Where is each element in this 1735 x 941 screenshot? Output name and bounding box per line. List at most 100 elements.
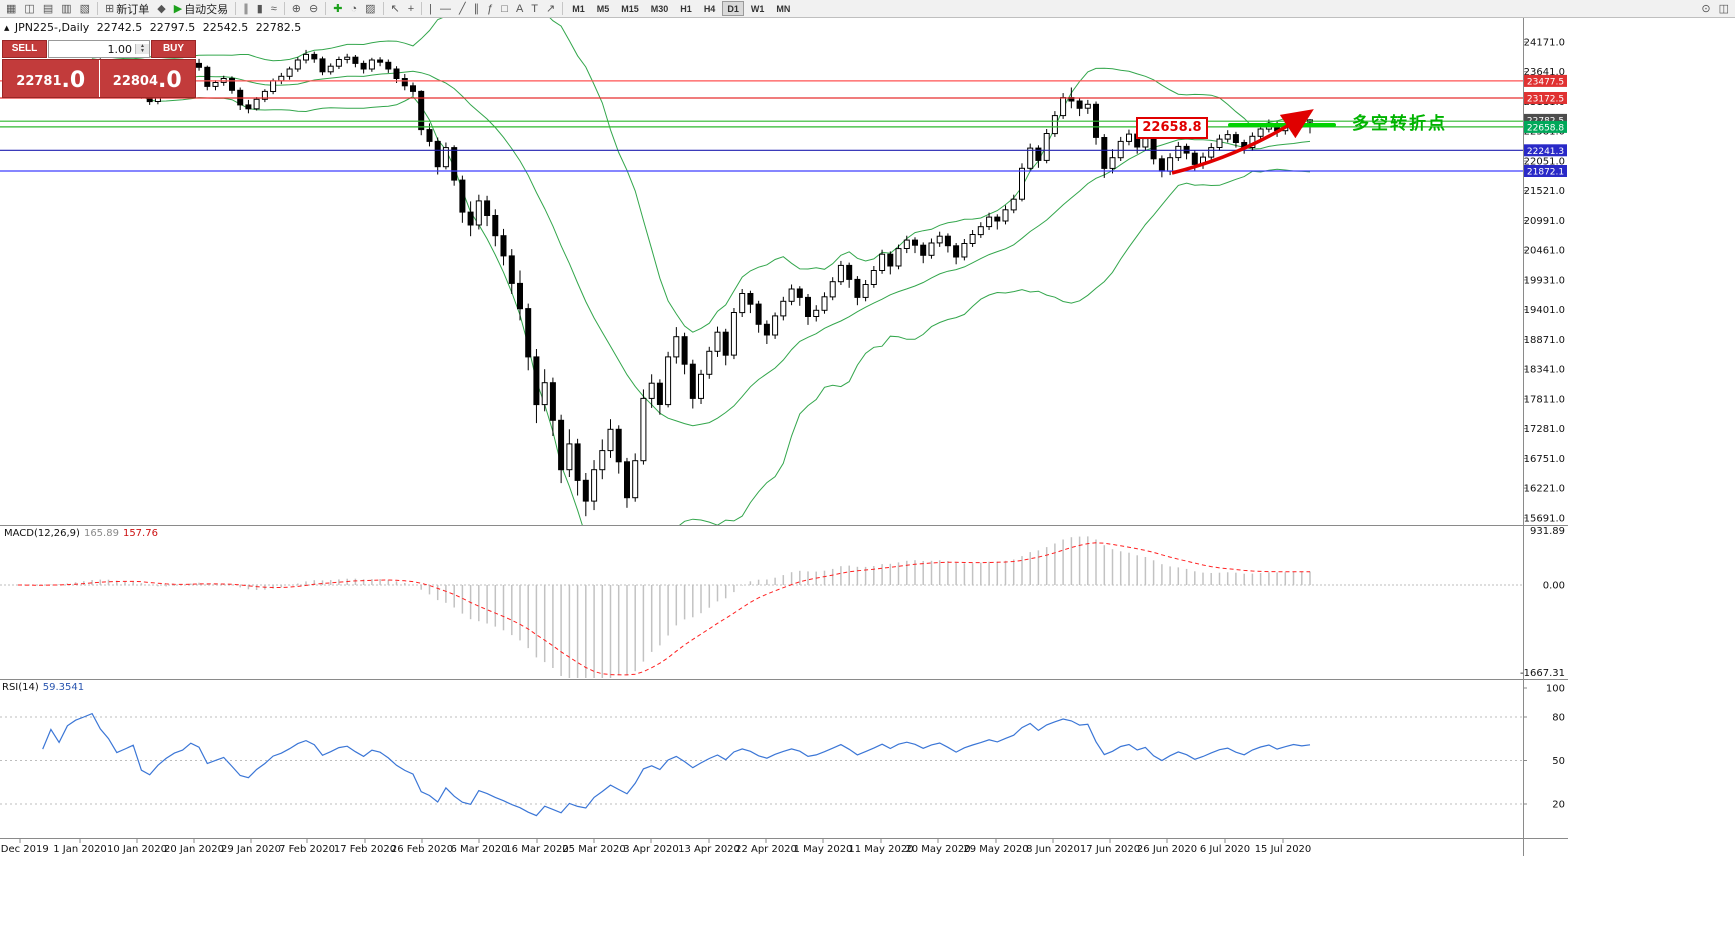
svg-text:21521.0: 21521.0 bbox=[1524, 186, 1565, 197]
svg-text:23477.5: 23477.5 bbox=[1527, 77, 1564, 87]
lot-size-field[interactable]: 1.00 ▲ ▼ bbox=[48, 40, 150, 58]
buy-button[interactable]: BUY bbox=[151, 40, 196, 58]
svg-text:15 Jul 2020: 15 Jul 2020 bbox=[1255, 844, 1312, 855]
timeframe-d1[interactable]: D1 bbox=[722, 1, 744, 16]
price-divider bbox=[98, 60, 100, 97]
zoom-out-button[interactable]: ⊖ bbox=[305, 1, 322, 17]
macd-label: MACD(12,26,9) 165.89 157.76 bbox=[4, 528, 158, 539]
line-chart-button[interactable]: ≈ bbox=[267, 1, 281, 17]
one-click-trading-panel: SELL 1.00 ▲ ▼ BUY 22781.0 22804.0 bbox=[2, 40, 196, 98]
label-tool-button[interactable]: T bbox=[527, 1, 542, 17]
trendline-tool-button[interactable]: ╱ bbox=[455, 1, 470, 17]
fibonacci-tool-button[interactable]: ƒ bbox=[483, 1, 497, 17]
sell-button[interactable]: SELL bbox=[2, 40, 47, 58]
price-annotation-box[interactable]: 22658.8 bbox=[1136, 117, 1208, 139]
navigator-icon: ▧ bbox=[79, 2, 91, 15]
timeframe-h4[interactable]: H4 bbox=[699, 1, 721, 16]
svg-text:6 Jul 2020: 6 Jul 2020 bbox=[1200, 844, 1250, 855]
sell-price-pips: .0 bbox=[61, 68, 86, 93]
metaeditor-icon: ◆ bbox=[157, 2, 166, 15]
metaeditor-button[interactable]: ◆ bbox=[153, 1, 169, 17]
auto-trading-button[interactable]: ▶ 自动交易 bbox=[170, 1, 232, 17]
candlestick-chart-button[interactable]: ▮ bbox=[253, 1, 267, 17]
sell-price-display[interactable]: 22781.0 bbox=[3, 60, 99, 97]
trendline-tool-icon: ╱ bbox=[459, 2, 466, 15]
timeframe-m15[interactable]: M15 bbox=[616, 1, 644, 16]
templates-icon: ▨ bbox=[365, 2, 376, 15]
zoom-in-button[interactable]: ⊕ bbox=[288, 1, 305, 17]
timeframe-m1[interactable]: M1 bbox=[567, 1, 590, 16]
new-chart-button[interactable]: ▦ bbox=[2, 1, 20, 17]
navigator-button[interactable]: ▧ bbox=[76, 1, 94, 17]
svg-text:7 Feb 2020: 7 Feb 2020 bbox=[279, 844, 335, 855]
svg-text:50: 50 bbox=[1552, 756, 1565, 767]
svg-text:19931.0: 19931.0 bbox=[1524, 275, 1565, 286]
svg-text:80: 80 bbox=[1552, 713, 1565, 724]
crosshair-button[interactable]: + bbox=[404, 1, 418, 17]
layout-button[interactable]: ◫ bbox=[1715, 1, 1733, 17]
channel-tool-button[interactable]: ∥ bbox=[470, 1, 484, 17]
auto-trading-icon: ▶ bbox=[173, 2, 183, 15]
text-tool-button[interactable]: A bbox=[512, 1, 527, 17]
toolbar-separator bbox=[421, 2, 423, 15]
chart-profiles-button[interactable]: ◫ bbox=[20, 1, 38, 17]
candlesticks bbox=[15, 49, 1313, 517]
shapes-tool-icon: □ bbox=[501, 2, 508, 15]
buy-price-display[interactable]: 22804.0 bbox=[100, 60, 196, 97]
search-button[interactable]: ⊙ bbox=[1697, 1, 1714, 17]
arrow-tool-icon: ↗ bbox=[546, 2, 556, 15]
label-tool-icon: T bbox=[531, 2, 539, 15]
indicators-icon: ✚ bbox=[333, 2, 343, 15]
data-window-button[interactable]: ▥ bbox=[57, 1, 75, 17]
timeframe-buttons: M1 M5 M15 M30 H1 H4 D1 W1 MN bbox=[566, 1, 796, 16]
templates-button[interactable]: ▨ bbox=[361, 1, 379, 17]
lot-increase-button[interactable]: ▲ bbox=[136, 44, 149, 49]
svg-text:15691.0: 15691.0 bbox=[1524, 513, 1565, 524]
timeframe-m5[interactable]: M5 bbox=[592, 1, 615, 16]
svg-text:8 Jun 2020: 8 Jun 2020 bbox=[1026, 844, 1080, 855]
indicators-button[interactable]: ✚ bbox=[329, 1, 346, 17]
svg-text:24171.0: 24171.0 bbox=[1524, 38, 1565, 49]
toolbar-separator bbox=[283, 2, 285, 15]
vertical-line-tool-icon: | bbox=[429, 2, 433, 15]
svg-text:22241.3: 22241.3 bbox=[1527, 147, 1564, 157]
new-order-label: 新订单 bbox=[116, 3, 150, 16]
buy-price-main: 22804 bbox=[112, 74, 159, 89]
cursor-button[interactable]: ↖ bbox=[387, 1, 404, 17]
expand-arrow-icon[interactable]: ▲ bbox=[4, 24, 10, 32]
ohlc-close: 22782.5 bbox=[255, 21, 302, 34]
svg-text:19401.0: 19401.0 bbox=[1524, 305, 1565, 316]
arrow-tool-button[interactable]: ↗ bbox=[542, 1, 559, 17]
layout-icon: ◫ bbox=[1718, 2, 1729, 15]
price-badge-23477.5 bbox=[1524, 74, 1567, 87]
vertical-line-tool-button[interactable]: | bbox=[425, 1, 436, 17]
svg-text:23172.5: 23172.5 bbox=[1527, 95, 1564, 105]
lot-decrease-button[interactable]: ▼ bbox=[136, 49, 149, 54]
macd-signal-value: 157.76 bbox=[122, 528, 158, 539]
lot-value[interactable]: 1.00 bbox=[107, 42, 133, 56]
symbol-info-bar: ▲ JPN225-,Daily 22742.5 22797.5 22542.5 … bbox=[4, 21, 305, 34]
svg-text:26 Jun 2020: 26 Jun 2020 bbox=[1137, 844, 1197, 855]
market-watch-button[interactable]: ▤ bbox=[39, 1, 57, 17]
shapes-tool-button[interactable]: □ bbox=[497, 1, 512, 17]
trend-arrow[interactable] bbox=[1150, 95, 1350, 190]
rsi-label: RSI(14) 59.3541 bbox=[2, 682, 84, 693]
timeframe-m30[interactable]: M30 bbox=[646, 1, 674, 16]
new-order-button[interactable]: ⊞ 新订单 bbox=[101, 1, 153, 17]
svg-text:29 Jan 2020: 29 Jan 2020 bbox=[221, 844, 281, 855]
zoom-out-icon: ⊖ bbox=[309, 2, 319, 15]
timeframe-w1[interactable]: W1 bbox=[746, 1, 770, 16]
svg-text:20991.0: 20991.0 bbox=[1524, 216, 1565, 227]
periods-button[interactable]: ◔ bbox=[346, 1, 361, 17]
svg-text:13 Apr 2020: 13 Apr 2020 bbox=[678, 844, 740, 855]
timeframe-mn[interactable]: MN bbox=[771, 1, 795, 16]
timeframe-h1[interactable]: H1 bbox=[675, 1, 697, 16]
svg-text:22658.8: 22658.8 bbox=[1527, 123, 1564, 133]
price-badge-22241.3 bbox=[1524, 144, 1567, 157]
text-tool-icon: A bbox=[515, 2, 524, 15]
horizontal-line-tool-button[interactable]: — bbox=[436, 1, 455, 17]
svg-text:22 Apr 2020: 22 Apr 2020 bbox=[735, 844, 797, 855]
bar-chart-button[interactable]: ∥ bbox=[239, 1, 253, 17]
svg-text:18871.0: 18871.0 bbox=[1524, 335, 1565, 346]
